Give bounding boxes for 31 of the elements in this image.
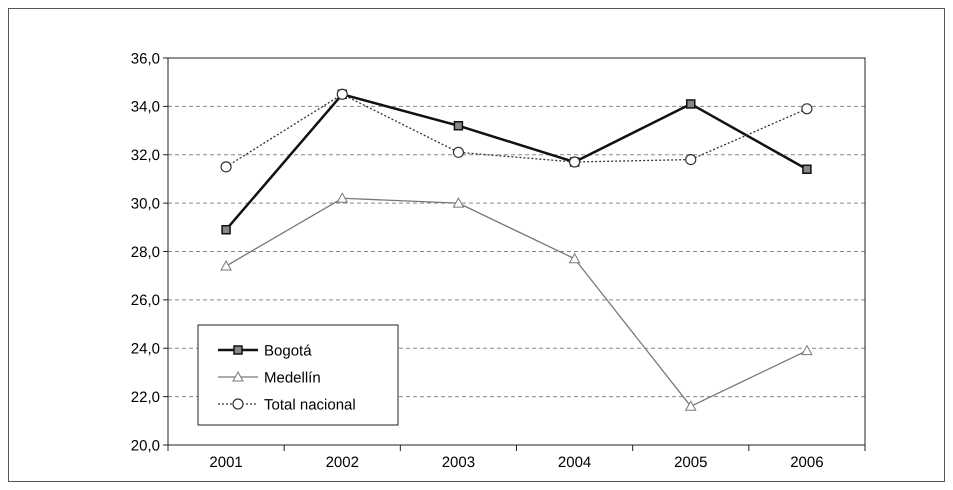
point: [221, 224, 231, 234]
legend-label: Total nacional: [264, 396, 356, 414]
legend-label: Bogotá: [264, 342, 312, 360]
y-tick-label: 34,0: [130, 98, 160, 116]
point: [454, 120, 464, 130]
y-tick-label: 26,0: [130, 292, 160, 310]
point: [569, 253, 580, 264]
point: [801, 103, 813, 114]
x-tick-label: 2001: [209, 454, 243, 471]
point: [685, 400, 696, 411]
y-tick-label: 36,0: [130, 50, 160, 68]
point: [801, 345, 812, 356]
y-tick-label: 28,0: [130, 244, 160, 261]
point: [452, 146, 464, 158]
y-tick-label: 30,0: [130, 195, 160, 212]
point: [802, 164, 812, 174]
x-tick-label: 2003: [442, 454, 476, 471]
point: [686, 99, 696, 109]
legend-label: Medellín: [264, 369, 321, 386]
x-tick-label: 2006: [790, 454, 824, 471]
point: [452, 198, 464, 208]
x-tick-label: 2004: [558, 454, 592, 471]
y-tick-label: 20,0: [130, 437, 160, 454]
x-tick-label: 2005: [674, 454, 708, 471]
point: [336, 192, 348, 203]
y-tick-label: 22,0: [130, 388, 160, 406]
y-tick-label: 32,0: [130, 147, 160, 164]
point: [220, 260, 232, 271]
y-tick-label: 24,0: [130, 340, 160, 358]
point: [685, 154, 696, 166]
x-tick-label: 2002: [326, 454, 359, 471]
